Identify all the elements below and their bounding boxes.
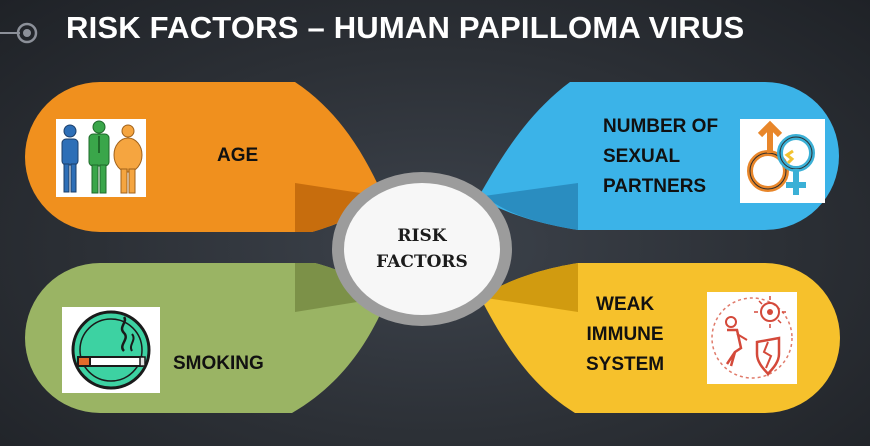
slide-decoration xyxy=(0,22,38,44)
page-title: RISK FACTORS – HUMAN PAPILLOMA VIRUS xyxy=(66,10,745,45)
immune-system-icon xyxy=(707,292,797,384)
factor-label-immune: WEAK IMMUNE SYSTEM xyxy=(586,294,665,375)
center-circle xyxy=(344,183,500,315)
factor-label-partners: NUMBER OF SEXUAL PARTNERS xyxy=(603,116,719,197)
people-sizes-icon xyxy=(56,119,146,197)
cigarette-icon xyxy=(62,307,160,393)
factor-label-age: AGE xyxy=(217,145,259,166)
center-label: RISK FACTORS xyxy=(376,226,468,272)
partners-petal-shade xyxy=(484,183,578,230)
immune-petal-shade xyxy=(480,263,578,312)
gender-symbols-icon xyxy=(740,119,825,203)
factor-label-smoking: SMOKING xyxy=(173,353,264,374)
center-label-container: RISK FACTORS xyxy=(333,172,511,326)
